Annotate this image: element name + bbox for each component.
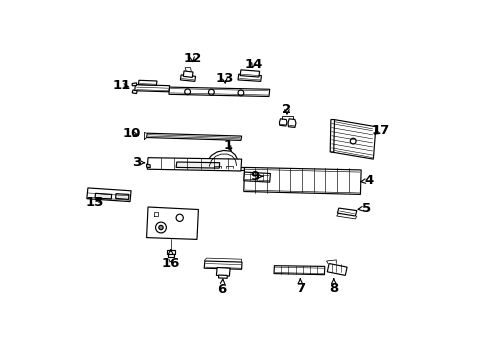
Polygon shape <box>167 250 174 254</box>
Polygon shape <box>95 193 111 199</box>
Polygon shape <box>146 133 241 140</box>
Polygon shape <box>216 267 230 276</box>
Polygon shape <box>147 158 241 171</box>
Text: 4: 4 <box>360 174 372 187</box>
Polygon shape <box>240 70 259 77</box>
Polygon shape <box>168 87 269 96</box>
Polygon shape <box>204 150 238 170</box>
Text: 7: 7 <box>295 279 304 295</box>
Text: 2: 2 <box>282 103 291 116</box>
Text: 6: 6 <box>217 279 226 296</box>
Polygon shape <box>244 167 361 194</box>
Text: 9: 9 <box>250 170 262 183</box>
Polygon shape <box>279 119 286 126</box>
Text: 10: 10 <box>123 127 141 140</box>
Circle shape <box>238 90 244 96</box>
Polygon shape <box>204 261 242 269</box>
Polygon shape <box>238 74 261 81</box>
Polygon shape <box>146 164 150 168</box>
Polygon shape <box>87 188 131 202</box>
Polygon shape <box>204 166 211 170</box>
Text: 1: 1 <box>224 139 232 152</box>
Polygon shape <box>132 90 137 94</box>
Circle shape <box>184 89 190 95</box>
Circle shape <box>349 138 355 144</box>
Polygon shape <box>138 80 157 85</box>
Polygon shape <box>183 71 193 77</box>
Text: 13: 13 <box>215 72 233 85</box>
Circle shape <box>208 89 214 95</box>
Polygon shape <box>337 208 356 216</box>
Text: 15: 15 <box>86 196 104 209</box>
Text: 16: 16 <box>161 249 180 270</box>
Polygon shape <box>132 83 136 86</box>
Polygon shape <box>180 75 195 81</box>
Polygon shape <box>326 264 346 275</box>
Polygon shape <box>287 119 295 127</box>
Polygon shape <box>244 172 270 182</box>
Polygon shape <box>146 207 198 239</box>
Text: 8: 8 <box>328 279 338 295</box>
Text: 3: 3 <box>132 156 144 169</box>
Polygon shape <box>115 194 129 199</box>
Text: 11: 11 <box>112 79 130 92</box>
Polygon shape <box>273 266 324 275</box>
Text: 14: 14 <box>244 58 262 71</box>
Text: 5: 5 <box>357 202 370 215</box>
Polygon shape <box>330 120 375 159</box>
Circle shape <box>155 222 166 233</box>
Text: 17: 17 <box>371 124 389 137</box>
Polygon shape <box>329 120 334 152</box>
Text: 12: 12 <box>183 52 201 65</box>
Polygon shape <box>168 254 173 257</box>
Circle shape <box>176 214 183 221</box>
Polygon shape <box>218 275 227 278</box>
Polygon shape <box>237 167 244 170</box>
Polygon shape <box>176 162 219 168</box>
Polygon shape <box>134 85 169 92</box>
Circle shape <box>159 225 163 230</box>
